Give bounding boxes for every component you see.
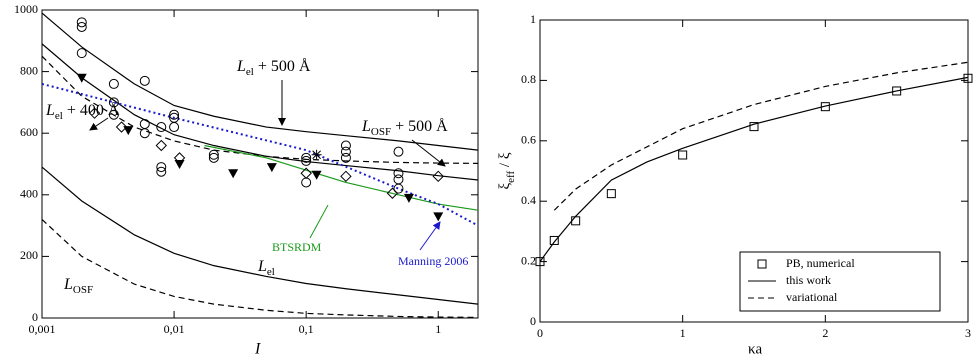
annotation: LOSF + 500 Å	[361, 117, 448, 138]
marker	[169, 109, 180, 120]
marker	[76, 73, 87, 83]
marker	[108, 109, 119, 120]
y-axis-label: ξeff / ξ	[497, 152, 516, 189]
annotation: Lel + 400 Å	[45, 101, 120, 122]
marker	[311, 149, 322, 160]
marker	[139, 75, 150, 86]
marker	[535, 257, 545, 267]
x-tick-label: 0,001	[29, 322, 56, 336]
y-tick-label: 0.6	[521, 133, 536, 147]
marker	[115, 121, 128, 133]
annotation: Manning 2006	[398, 254, 468, 268]
x-tick-label: 2	[822, 326, 828, 340]
x-tick-label: 0,01	[164, 322, 185, 336]
marker	[156, 166, 167, 177]
marker	[139, 128, 150, 139]
x-axis-label: κa	[748, 341, 763, 357]
marker	[108, 78, 119, 89]
y-tick-label: 0.4	[521, 193, 536, 207]
marker	[393, 183, 404, 194]
marker	[393, 168, 404, 179]
arrow	[419, 221, 441, 251]
marker	[432, 170, 444, 183]
legend-label: PB, numerical	[786, 256, 855, 270]
x-tick-label: 3	[965, 326, 971, 340]
arrow	[411, 139, 446, 167]
series-line	[204, 144, 479, 211]
marker	[340, 152, 351, 163]
marker	[606, 189, 616, 199]
y-tick-label: 1000	[14, 2, 38, 16]
marker	[228, 169, 239, 179]
arrow	[309, 204, 329, 239]
y-tick-label: 1	[530, 12, 536, 26]
plot-frame	[41, 9, 479, 319]
series-line	[41, 166, 479, 305]
series-line	[553, 61, 969, 211]
series-line	[539, 76, 969, 262]
y-tick-label: 0.2	[521, 253, 536, 267]
marker	[156, 122, 167, 133]
annotations: Lel + 400 Å Lel + 500 Å LOSF + 500 Å BTS…	[45, 57, 468, 296]
series-line	[41, 55, 479, 164]
marker	[340, 146, 351, 157]
marker	[88, 107, 101, 119]
marker	[108, 97, 119, 108]
marker	[173, 152, 186, 164]
marker	[76, 48, 87, 59]
marker	[549, 235, 559, 245]
series-line	[41, 12, 479, 151]
marker	[571, 216, 581, 226]
marker	[76, 21, 87, 32]
marker	[433, 212, 444, 222]
x-axis-label: I	[254, 341, 261, 358]
marker	[139, 118, 150, 129]
marker	[123, 126, 134, 136]
x-tick-label: 0,1	[299, 322, 314, 336]
marker	[301, 155, 312, 166]
y-tick-label: 0	[530, 314, 536, 328]
marker	[208, 152, 219, 163]
x-tick-label: 1	[680, 326, 686, 340]
y-tick-label: 600	[20, 125, 38, 139]
marker	[169, 122, 180, 133]
series-line	[41, 219, 479, 318]
y-tick-label: 200	[20, 248, 38, 262]
marker	[393, 146, 404, 157]
marker	[208, 149, 219, 160]
marker	[393, 174, 404, 185]
y-tick-label: 0	[32, 310, 38, 324]
marker	[155, 139, 167, 152]
y-tick-label: 0.8	[521, 72, 536, 86]
marker	[340, 170, 352, 183]
plot-frame	[539, 19, 969, 323]
x-tick-label: 0	[537, 326, 543, 340]
marker	[749, 122, 759, 132]
legend-swatch	[757, 259, 767, 269]
marker	[156, 162, 167, 173]
y-tick-label: 800	[20, 63, 38, 77]
x-tick-label: 1	[435, 322, 441, 336]
marker	[678, 150, 688, 160]
marker	[301, 177, 312, 188]
marker	[892, 86, 902, 96]
marker	[174, 160, 185, 169]
marker	[266, 163, 277, 173]
marker	[301, 152, 312, 163]
legend-label: variational	[786, 290, 838, 304]
arrow	[89, 117, 109, 131]
annotation: Lel + 500 Å	[236, 57, 311, 78]
legend-label: this work	[786, 273, 831, 287]
annotation: BTSRDM	[272, 240, 322, 254]
marker	[386, 187, 399, 199]
marker	[76, 17, 87, 28]
annotation: Lel	[257, 258, 275, 278]
marker	[300, 167, 312, 179]
marker	[311, 170, 322, 180]
annotation: LOSF	[63, 276, 93, 296]
marker	[340, 140, 351, 151]
marker	[403, 193, 414, 203]
y-tick-label: 400	[20, 187, 38, 201]
